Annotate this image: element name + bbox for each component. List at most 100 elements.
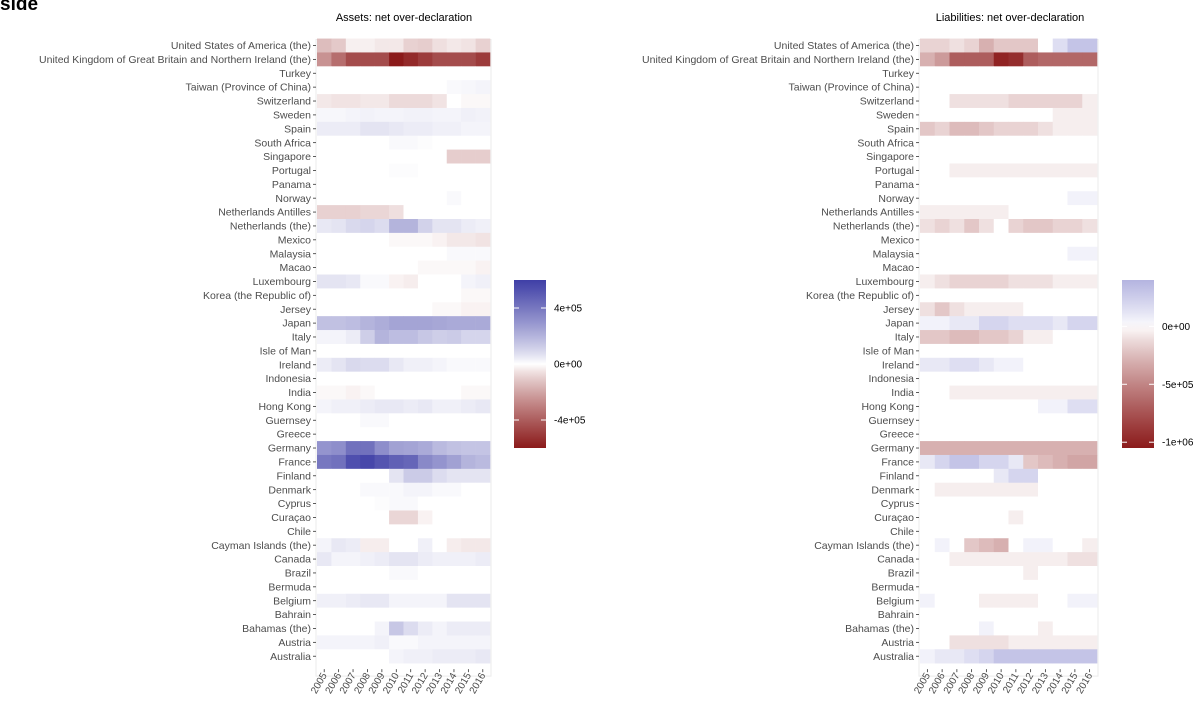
heatmap-cell xyxy=(374,538,390,553)
heatmap-cell xyxy=(317,177,332,192)
heatmap-cell xyxy=(979,316,995,331)
heatmap-cell xyxy=(1067,52,1083,67)
heatmap-cell xyxy=(1082,177,1098,192)
heatmap-cell xyxy=(360,80,375,95)
heatmap-cell xyxy=(934,52,950,67)
heatmap-cell xyxy=(461,579,476,595)
heatmap-cell xyxy=(389,482,404,497)
heatmap-cell xyxy=(475,607,491,622)
heatmap-cell xyxy=(964,343,980,359)
heatmap-cell xyxy=(432,232,448,248)
heatmap-cell xyxy=(993,66,1009,81)
heatmap-cell xyxy=(360,316,375,331)
y-tick-label: Greece xyxy=(880,429,915,441)
heatmap-cell xyxy=(345,38,361,53)
heatmap-cell xyxy=(1082,566,1098,581)
heatmap-cell xyxy=(1023,135,1039,150)
heatmap-cell xyxy=(1067,454,1083,470)
heatmap-cell xyxy=(331,607,347,622)
heatmap-cell xyxy=(1067,177,1083,192)
heatmap-cell xyxy=(934,260,950,275)
heatmap-cell xyxy=(345,593,361,608)
heatmap-cell xyxy=(389,232,404,248)
heatmap-cell xyxy=(979,482,995,497)
heatmap-cell xyxy=(993,343,1009,359)
heatmap-cell xyxy=(345,510,361,525)
heatmap-cell xyxy=(417,302,433,317)
heatmap-cell xyxy=(432,163,448,178)
heatmap-cell xyxy=(461,246,476,261)
heatmap-cell xyxy=(1082,593,1098,608)
heatmap-cell xyxy=(979,135,995,150)
heatmap-cell xyxy=(1008,288,1024,303)
heatmap-cell xyxy=(1038,260,1054,275)
heatmap-cell xyxy=(461,121,476,137)
heatmap-cell xyxy=(964,232,980,248)
heatmap-cell xyxy=(331,468,347,484)
heatmap-cell xyxy=(964,454,980,470)
y-tick-label: Australia xyxy=(270,651,311,663)
heatmap-cell xyxy=(1038,191,1054,206)
heatmap-cell xyxy=(360,371,375,386)
heatmap-cell xyxy=(417,177,433,192)
heatmap-cell xyxy=(993,385,1009,400)
heatmap-cell xyxy=(389,357,404,372)
heatmap-cell xyxy=(417,330,433,345)
heatmap-cell xyxy=(1067,260,1083,275)
heatmap-cell xyxy=(979,510,995,525)
heatmap-cell xyxy=(374,121,390,137)
heatmap-cell xyxy=(949,385,965,400)
heatmap-cell xyxy=(934,149,950,164)
heatmap-cell xyxy=(331,635,347,650)
heatmap-cell xyxy=(1067,288,1083,303)
heatmap-cell xyxy=(979,205,995,220)
y-tick-label: Hong Kong xyxy=(258,401,311,413)
heatmap-cell xyxy=(475,524,491,539)
y-tick-label: Isle of Man xyxy=(260,345,312,357)
heatmap-cell xyxy=(475,316,491,331)
heatmap-cell xyxy=(920,177,936,192)
heatmap-cell xyxy=(403,566,419,581)
heatmap-cell xyxy=(1038,205,1054,220)
heatmap-cell xyxy=(1082,302,1098,317)
heatmap-cell xyxy=(331,371,347,386)
y-tick-label: Chile xyxy=(287,526,311,538)
heatmap-cell xyxy=(446,552,462,567)
heatmap-cell xyxy=(1008,441,1024,456)
heatmap-cell xyxy=(993,399,1009,414)
heatmap-cell xyxy=(964,635,980,650)
heatmap-cell xyxy=(1067,205,1083,220)
heatmap-cell xyxy=(389,274,404,289)
heatmap-cell xyxy=(461,510,476,525)
heatmap-cell xyxy=(979,454,995,470)
heatmap-cell xyxy=(360,191,375,206)
heatmap-cell xyxy=(934,482,950,497)
heatmap-cell xyxy=(979,579,995,595)
heatmap-cell xyxy=(1008,482,1024,497)
heatmap-cell xyxy=(964,371,980,386)
heatmap-cell xyxy=(949,538,965,553)
heatmap-cell xyxy=(920,38,936,53)
heatmap-cell xyxy=(920,399,936,414)
heatmap-cell xyxy=(360,302,375,317)
heatmap-cell xyxy=(345,635,361,650)
heatmap-cell xyxy=(432,593,448,608)
heatmap-cell xyxy=(360,566,375,581)
heatmap-cell xyxy=(979,427,995,442)
heatmap-cell xyxy=(1067,635,1083,650)
y-tick-label: Denmark xyxy=(268,484,311,496)
heatmap-cell xyxy=(920,468,936,484)
heatmap-cell xyxy=(1082,343,1098,359)
heatmap-cell xyxy=(1008,38,1024,53)
heatmap-cell xyxy=(345,52,361,67)
heatmap-cell xyxy=(979,593,995,608)
heatmap-cell xyxy=(934,496,950,511)
heatmap-cell xyxy=(389,149,404,164)
heatmap-cell xyxy=(1082,149,1098,164)
y-tick-label: Norway xyxy=(878,193,914,205)
heatmap-cell xyxy=(331,357,347,372)
heatmap-cell xyxy=(389,343,404,359)
heatmap-cell xyxy=(331,219,347,234)
heatmap-cell xyxy=(403,621,419,636)
heatmap-cell xyxy=(432,371,448,386)
